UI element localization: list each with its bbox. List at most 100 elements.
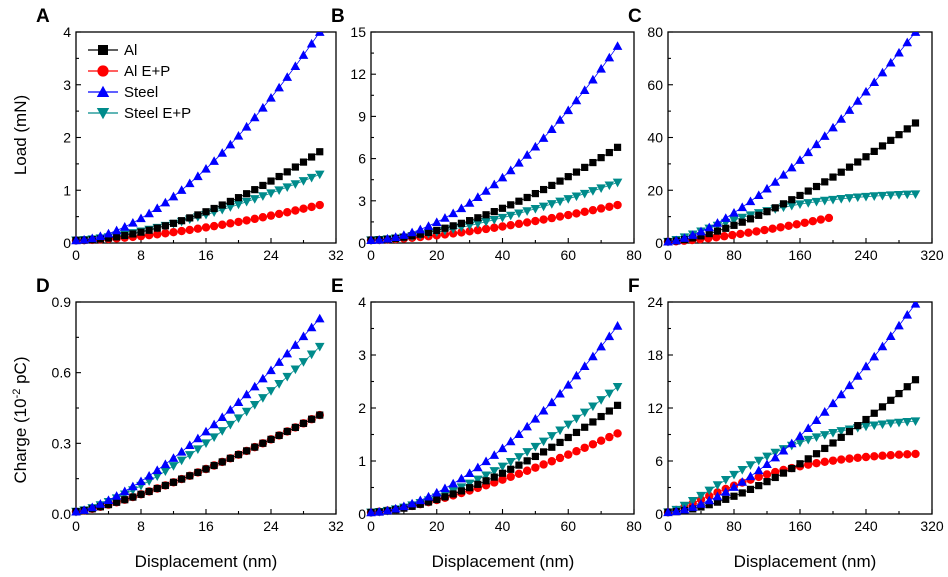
series-line bbox=[75, 204, 320, 241]
data-point bbox=[745, 461, 756, 470]
legend-label: Al bbox=[124, 42, 137, 59]
data-point bbox=[819, 407, 830, 416]
data-point bbox=[209, 419, 219, 429]
data-point bbox=[274, 186, 284, 196]
data-point bbox=[779, 469, 788, 477]
data-point bbox=[604, 52, 615, 62]
data-point bbox=[800, 218, 809, 227]
data-point bbox=[679, 504, 690, 514]
data-point bbox=[753, 190, 764, 199]
data-point bbox=[771, 473, 779, 482]
data-point bbox=[137, 490, 145, 498]
data-point bbox=[885, 419, 896, 429]
data-point bbox=[870, 452, 879, 461]
y-tick-label: 60 bbox=[647, 77, 663, 93]
data-point bbox=[137, 228, 145, 236]
data-point bbox=[604, 331, 615, 341]
data-point bbox=[473, 475, 483, 485]
data-point bbox=[274, 82, 284, 92]
data-point bbox=[243, 447, 251, 455]
data-point bbox=[241, 121, 252, 131]
data-point bbox=[225, 404, 236, 414]
y-tick-label: 0.9 bbox=[52, 294, 72, 310]
data-point bbox=[144, 208, 154, 218]
x-tick-label: 240 bbox=[854, 518, 878, 534]
data-point bbox=[829, 173, 837, 181]
data-point bbox=[153, 224, 161, 232]
data-point bbox=[290, 340, 301, 349]
data-point bbox=[193, 171, 203, 181]
series-line bbox=[75, 318, 321, 513]
data-point bbox=[579, 408, 590, 418]
data-point bbox=[788, 196, 796, 204]
data-point bbox=[225, 420, 236, 430]
legend-item-al: Al bbox=[88, 42, 137, 59]
data-point bbox=[713, 227, 722, 235]
data-point bbox=[522, 421, 532, 431]
data-point bbox=[249, 400, 260, 410]
data-point bbox=[776, 223, 785, 232]
data-point bbox=[233, 414, 244, 423]
data-point bbox=[811, 139, 822, 149]
data-point bbox=[282, 372, 293, 382]
data-point bbox=[522, 218, 532, 227]
data-point bbox=[663, 236, 673, 246]
data-point bbox=[249, 195, 260, 204]
data-point bbox=[803, 435, 814, 445]
data-point bbox=[738, 489, 746, 497]
data-point bbox=[169, 478, 178, 486]
data-point bbox=[176, 185, 187, 194]
data-point bbox=[571, 95, 582, 105]
data-point bbox=[136, 213, 146, 223]
data-point bbox=[878, 142, 887, 150]
data-point bbox=[113, 233, 121, 241]
data-point bbox=[456, 203, 467, 213]
data-point bbox=[786, 162, 797, 172]
data-point bbox=[266, 92, 276, 102]
data-point bbox=[226, 197, 234, 206]
data-point bbox=[266, 189, 276, 198]
data-point bbox=[870, 147, 878, 155]
series-line bbox=[75, 32, 321, 241]
data-point bbox=[407, 498, 417, 508]
data-point bbox=[250, 214, 259, 224]
y-axis-title-bottom: Charge (10-2 pC) bbox=[11, 357, 30, 484]
data-point bbox=[266, 365, 276, 375]
data-point bbox=[744, 228, 753, 237]
x-tick-label: 20 bbox=[429, 518, 445, 534]
data-point bbox=[687, 230, 698, 239]
data-point bbox=[316, 148, 324, 156]
data-point bbox=[424, 498, 433, 506]
data-point bbox=[612, 321, 623, 330]
data-point bbox=[464, 479, 475, 489]
data-point bbox=[104, 234, 113, 242]
data-point bbox=[249, 112, 260, 122]
data-point bbox=[705, 501, 713, 509]
data-point bbox=[910, 32, 921, 36]
data-point bbox=[804, 455, 812, 463]
data-point bbox=[878, 451, 887, 460]
data-point bbox=[481, 224, 491, 234]
data-point bbox=[572, 428, 581, 437]
data-point bbox=[580, 207, 589, 217]
data-point bbox=[613, 401, 622, 409]
data-point bbox=[505, 436, 516, 446]
data-point bbox=[201, 426, 211, 436]
data-point bbox=[605, 432, 614, 442]
data-point bbox=[712, 218, 723, 227]
data-point bbox=[498, 222, 507, 231]
x-tick-label: 0 bbox=[664, 247, 672, 263]
data-point bbox=[712, 233, 721, 242]
data-point bbox=[745, 471, 756, 481]
data-point bbox=[870, 409, 878, 417]
data-point bbox=[760, 225, 769, 235]
data-point bbox=[186, 472, 194, 480]
data-point bbox=[202, 208, 210, 216]
data-point bbox=[869, 421, 880, 431]
y-tick-label: 0.6 bbox=[52, 365, 72, 381]
data-point bbox=[861, 422, 871, 432]
data-point bbox=[753, 456, 764, 466]
series-line bbox=[370, 405, 618, 513]
data-point bbox=[596, 184, 606, 193]
y-tick-label: 12 bbox=[647, 400, 663, 416]
